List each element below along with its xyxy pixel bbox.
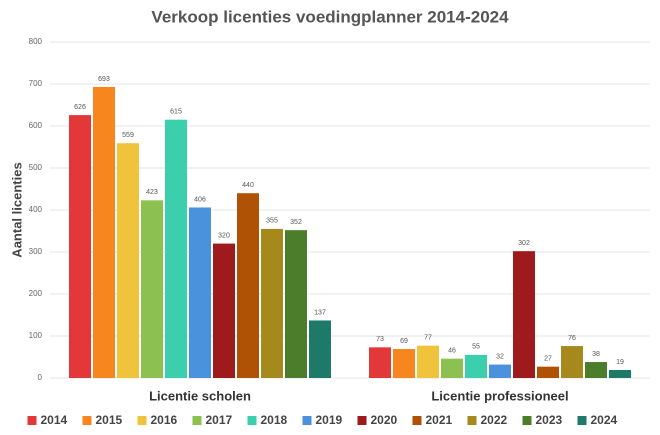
data-label: 137	[314, 309, 326, 316]
bar	[369, 347, 391, 378]
bar	[93, 86, 115, 378]
bar	[393, 349, 415, 378]
legend-swatch	[82, 416, 92, 425]
bar	[441, 358, 463, 378]
bar	[489, 364, 511, 378]
bar	[117, 143, 139, 378]
data-label: 27	[544, 356, 552, 363]
bar	[261, 228, 283, 378]
legend-swatch	[192, 416, 202, 425]
legend-label: 2018	[261, 413, 288, 427]
legend-label: 2016	[151, 413, 178, 427]
bar	[465, 354, 487, 378]
legend-label: 2014	[41, 413, 68, 427]
data-label: 406	[194, 196, 206, 203]
bar	[417, 345, 439, 378]
y-tick-label: 400	[29, 205, 43, 214]
bar	[285, 230, 307, 378]
data-label: 423	[146, 189, 158, 196]
legend-swatch	[302, 416, 312, 425]
x-tick-label: Licentie professioneel	[431, 388, 568, 403]
legend-label: 2017	[206, 413, 233, 427]
legend-label: 2023	[536, 413, 563, 427]
bar	[213, 243, 235, 378]
bar	[585, 362, 607, 378]
legend-label: 2015	[96, 413, 123, 427]
data-label: 440	[242, 182, 254, 189]
bar	[141, 200, 163, 378]
legend-swatch	[137, 416, 147, 425]
y-tick-label: 800	[29, 37, 43, 46]
bar	[237, 193, 259, 378]
data-label: 320	[218, 232, 230, 239]
bar	[609, 370, 631, 378]
bar	[513, 251, 535, 378]
data-label: 32	[496, 353, 504, 360]
chart-title: Verkoop licenties voedingplanner 2014-20…	[151, 7, 509, 26]
legend-label: 2019	[316, 413, 343, 427]
data-label: 55	[472, 344, 480, 351]
legend-label: 2020	[371, 413, 398, 427]
legend-swatch	[27, 416, 37, 425]
bar	[309, 320, 331, 378]
legend-swatch	[467, 416, 477, 425]
y-axis-label: Aantal licenties	[9, 162, 24, 257]
y-tick-label: 0	[38, 373, 43, 382]
legend-swatch	[577, 416, 587, 425]
bar	[69, 115, 91, 378]
bar	[189, 207, 211, 378]
legend-swatch	[247, 416, 257, 425]
legend-label: 2024	[591, 413, 618, 427]
legend-swatch	[522, 416, 532, 425]
data-label: 615	[170, 109, 182, 116]
data-label: 302	[518, 240, 530, 247]
legend-label: 2022	[481, 413, 508, 427]
data-label: 355	[266, 218, 278, 225]
data-label: 19	[616, 359, 624, 366]
y-tick-label: 200	[29, 289, 43, 298]
y-tick-label: 700	[29, 79, 43, 88]
y-tick-label: 500	[29, 163, 43, 172]
data-label: 77	[424, 335, 432, 342]
y-tick-label: 100	[29, 331, 43, 340]
data-label: 693	[98, 76, 110, 83]
data-label: 38	[592, 351, 600, 358]
data-label: 73	[376, 336, 384, 343]
data-label: 559	[122, 132, 134, 139]
data-label: 46	[448, 348, 456, 355]
bar	[537, 366, 559, 378]
data-label: 69	[400, 338, 408, 345]
legend-label: 2021	[426, 413, 453, 427]
bar	[561, 346, 583, 378]
bar	[165, 119, 187, 378]
legend-swatch	[412, 416, 422, 425]
x-tick-label: Licentie scholen	[149, 388, 251, 403]
data-label: 626	[74, 104, 86, 111]
y-tick-label: 600	[29, 121, 43, 130]
data-label: 352	[290, 219, 302, 226]
data-label: 76	[568, 335, 576, 342]
y-tick-label: 300	[29, 247, 43, 256]
legend-swatch	[357, 416, 367, 425]
